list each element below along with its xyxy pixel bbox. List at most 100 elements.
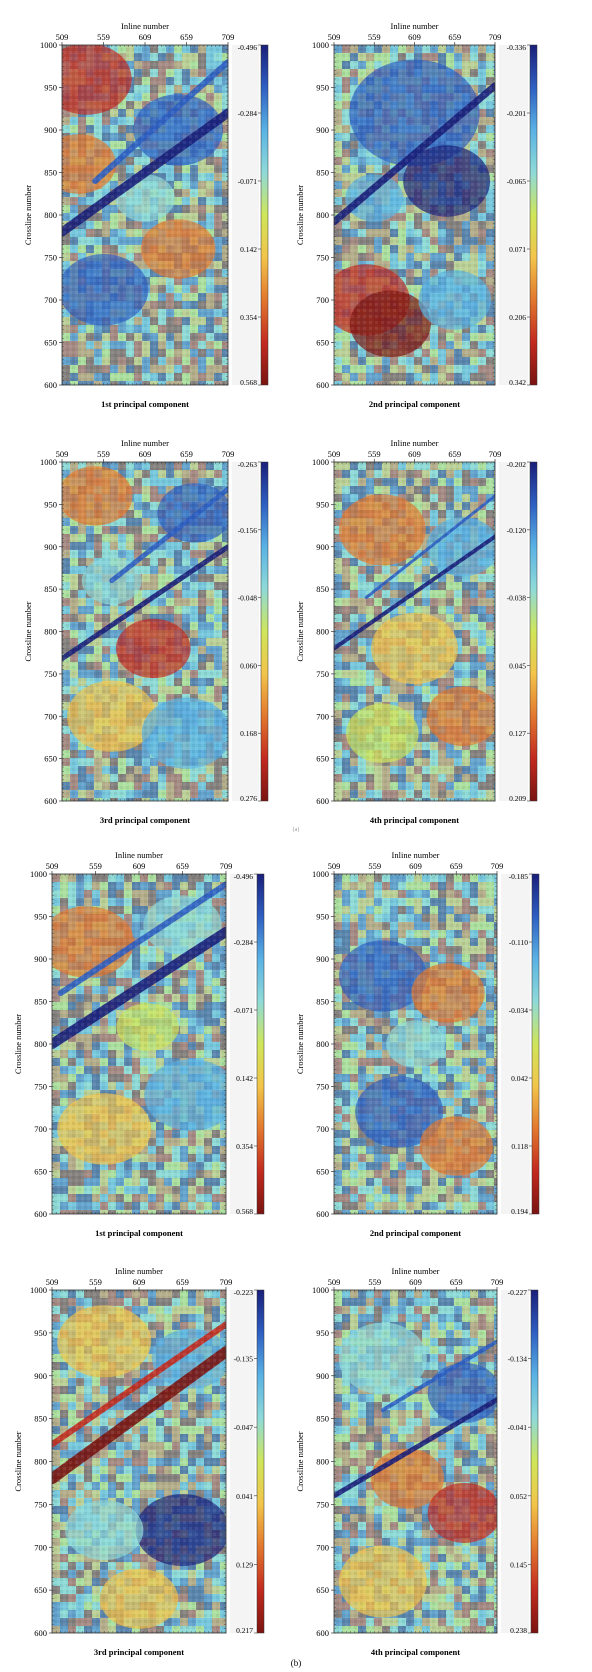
heatmap-field (62, 462, 228, 801)
y-tick-label: 600 (316, 796, 329, 806)
y-tick-label: 950 (316, 83, 329, 93)
chart-panel-2: 509 559 609 659 709 Inline number 1000 950 900 85… (295, 21, 538, 409)
x-tick-label: 659 (448, 449, 461, 459)
colorbar-label: 0.342 (509, 378, 526, 387)
x-tick-label: 559 (97, 449, 110, 459)
y-tick-label: 650 (316, 338, 329, 348)
colorbar-backdrop (499, 45, 528, 385)
x-tick-label: 709 (222, 32, 235, 42)
colorbar-label: -0.156 (238, 526, 258, 535)
x-tick-label: 559 (97, 32, 110, 42)
x-tick-label: 659 (448, 32, 461, 42)
colorbar-label: -0.201 (507, 109, 527, 118)
colorbar (260, 44, 269, 386)
x-tick-label: 709 (222, 449, 235, 459)
colorbar (529, 44, 538, 386)
y-tick-label: 900 (316, 542, 329, 552)
y-tick-label: 750 (316, 253, 329, 263)
x-axis-title: Inline number (121, 21, 169, 31)
y-tick-label: 800 (44, 210, 57, 220)
y-axis-title: Crossline number (23, 185, 33, 245)
colorbar-label: -0.263 (238, 460, 258, 469)
colorbar-backdrop (232, 462, 259, 801)
x-tick-label: 609 (408, 32, 421, 42)
colorbar-label: 0.168 (240, 729, 257, 738)
y-tick-label: 850 (316, 168, 329, 178)
x-tick-label: 659 (180, 32, 193, 42)
x-tick-label: 559 (368, 32, 381, 42)
chart-panel-3: 509 559 609 659 709 Inline number 1000 950 900 85… (23, 438, 269, 825)
colorbar-backdrop (232, 45, 259, 385)
colorbar (260, 461, 269, 802)
colorbar-label: -0.038 (507, 594, 527, 603)
y-tick-label: 950 (44, 499, 57, 509)
y-tick-label: 750 (44, 669, 57, 679)
y-tick-label: 900 (44, 125, 57, 135)
heatmap-texture (334, 45, 495, 385)
heatmap-field (62, 45, 228, 385)
y-tick-label: 600 (316, 380, 329, 390)
colorbar-label: 0.045 (509, 661, 526, 670)
colorbar-label: -0.071 (238, 177, 258, 186)
y-tick-label: 600 (44, 380, 57, 390)
chart-panel-4: 509 559 609 659 709 Inline number 1000 950 900 85… (295, 438, 538, 825)
y-tick-label: 850 (316, 584, 329, 594)
colorbar-label: 0.071 (509, 245, 526, 254)
heatmap-texture (334, 462, 495, 801)
colorbar-label: -0.048 (238, 594, 258, 603)
x-tick-label: 509 (328, 32, 341, 42)
colorbar-label: 0.142 (240, 245, 257, 254)
colorbar-label: 0.127 (509, 729, 526, 738)
colorbar-label: 0.276 (240, 794, 257, 803)
y-tick-label: 1000 (40, 457, 57, 467)
y-tick-label: 1000 (40, 40, 57, 50)
x-tick-label: 559 (368, 449, 381, 459)
colorbar-label: -0.202 (507, 460, 527, 469)
y-tick-label: 650 (44, 754, 57, 764)
y-tick-label: 700 (44, 295, 57, 305)
y-axis-title: Crossline number (295, 185, 305, 245)
y-tick-label: 600 (44, 796, 57, 806)
x-axis-title: Inline number (391, 438, 439, 448)
y-axis-title: Crossline number (23, 601, 33, 661)
x-axis-title: Inline number (121, 438, 169, 448)
x-tick-label: 609 (139, 32, 152, 42)
heatmap-texture (62, 45, 228, 385)
colorbar (529, 461, 538, 802)
colorbar-label: -0.120 (507, 526, 527, 535)
x-tick-label: 709 (489, 449, 502, 459)
y-tick-label: 650 (44, 338, 57, 348)
colorbar-label: 0.568 (240, 378, 257, 387)
y-tick-label: 800 (316, 210, 329, 220)
colorbar-backdrop (499, 462, 528, 801)
y-tick-label: 750 (44, 253, 57, 263)
chart-panel-1: 509 559 609 659 709 Inline number 1000 950 900 85… (23, 21, 269, 409)
y-tick-label: 1000 (312, 40, 329, 50)
x-axis-title: Inline number (391, 21, 439, 31)
y-tick-label: 850 (44, 584, 57, 594)
heatmap-field (334, 45, 495, 385)
y-tick-label: 950 (316, 499, 329, 509)
colorbar-label: -0.284 (238, 109, 258, 118)
heatmap-texture (62, 462, 228, 801)
y-tick-label: 1000 (312, 457, 329, 467)
y-tick-label: 700 (316, 711, 329, 721)
y-tick-label: 650 (316, 754, 329, 764)
x-tick-label: 509 (56, 32, 69, 42)
y-tick-label: 750 (316, 669, 329, 679)
y-tick-label: 900 (316, 125, 329, 135)
y-axis-title: Crossline number (295, 601, 305, 661)
colorbar-label: -0.065 (507, 177, 527, 186)
x-tick-label: 609 (139, 449, 152, 459)
y-tick-label: 700 (44, 711, 57, 721)
y-tick-label: 850 (44, 168, 57, 178)
colorbar-label: 0.206 (509, 313, 526, 322)
heatmap-field (334, 462, 495, 801)
heatmap-field (52, 874, 226, 1214)
x-tick-label: 709 (489, 32, 502, 42)
x-tick-label: 509 (328, 449, 341, 459)
colorbar-label: 0.060 (240, 661, 257, 670)
panel-title: 4th principal component (370, 815, 459, 825)
